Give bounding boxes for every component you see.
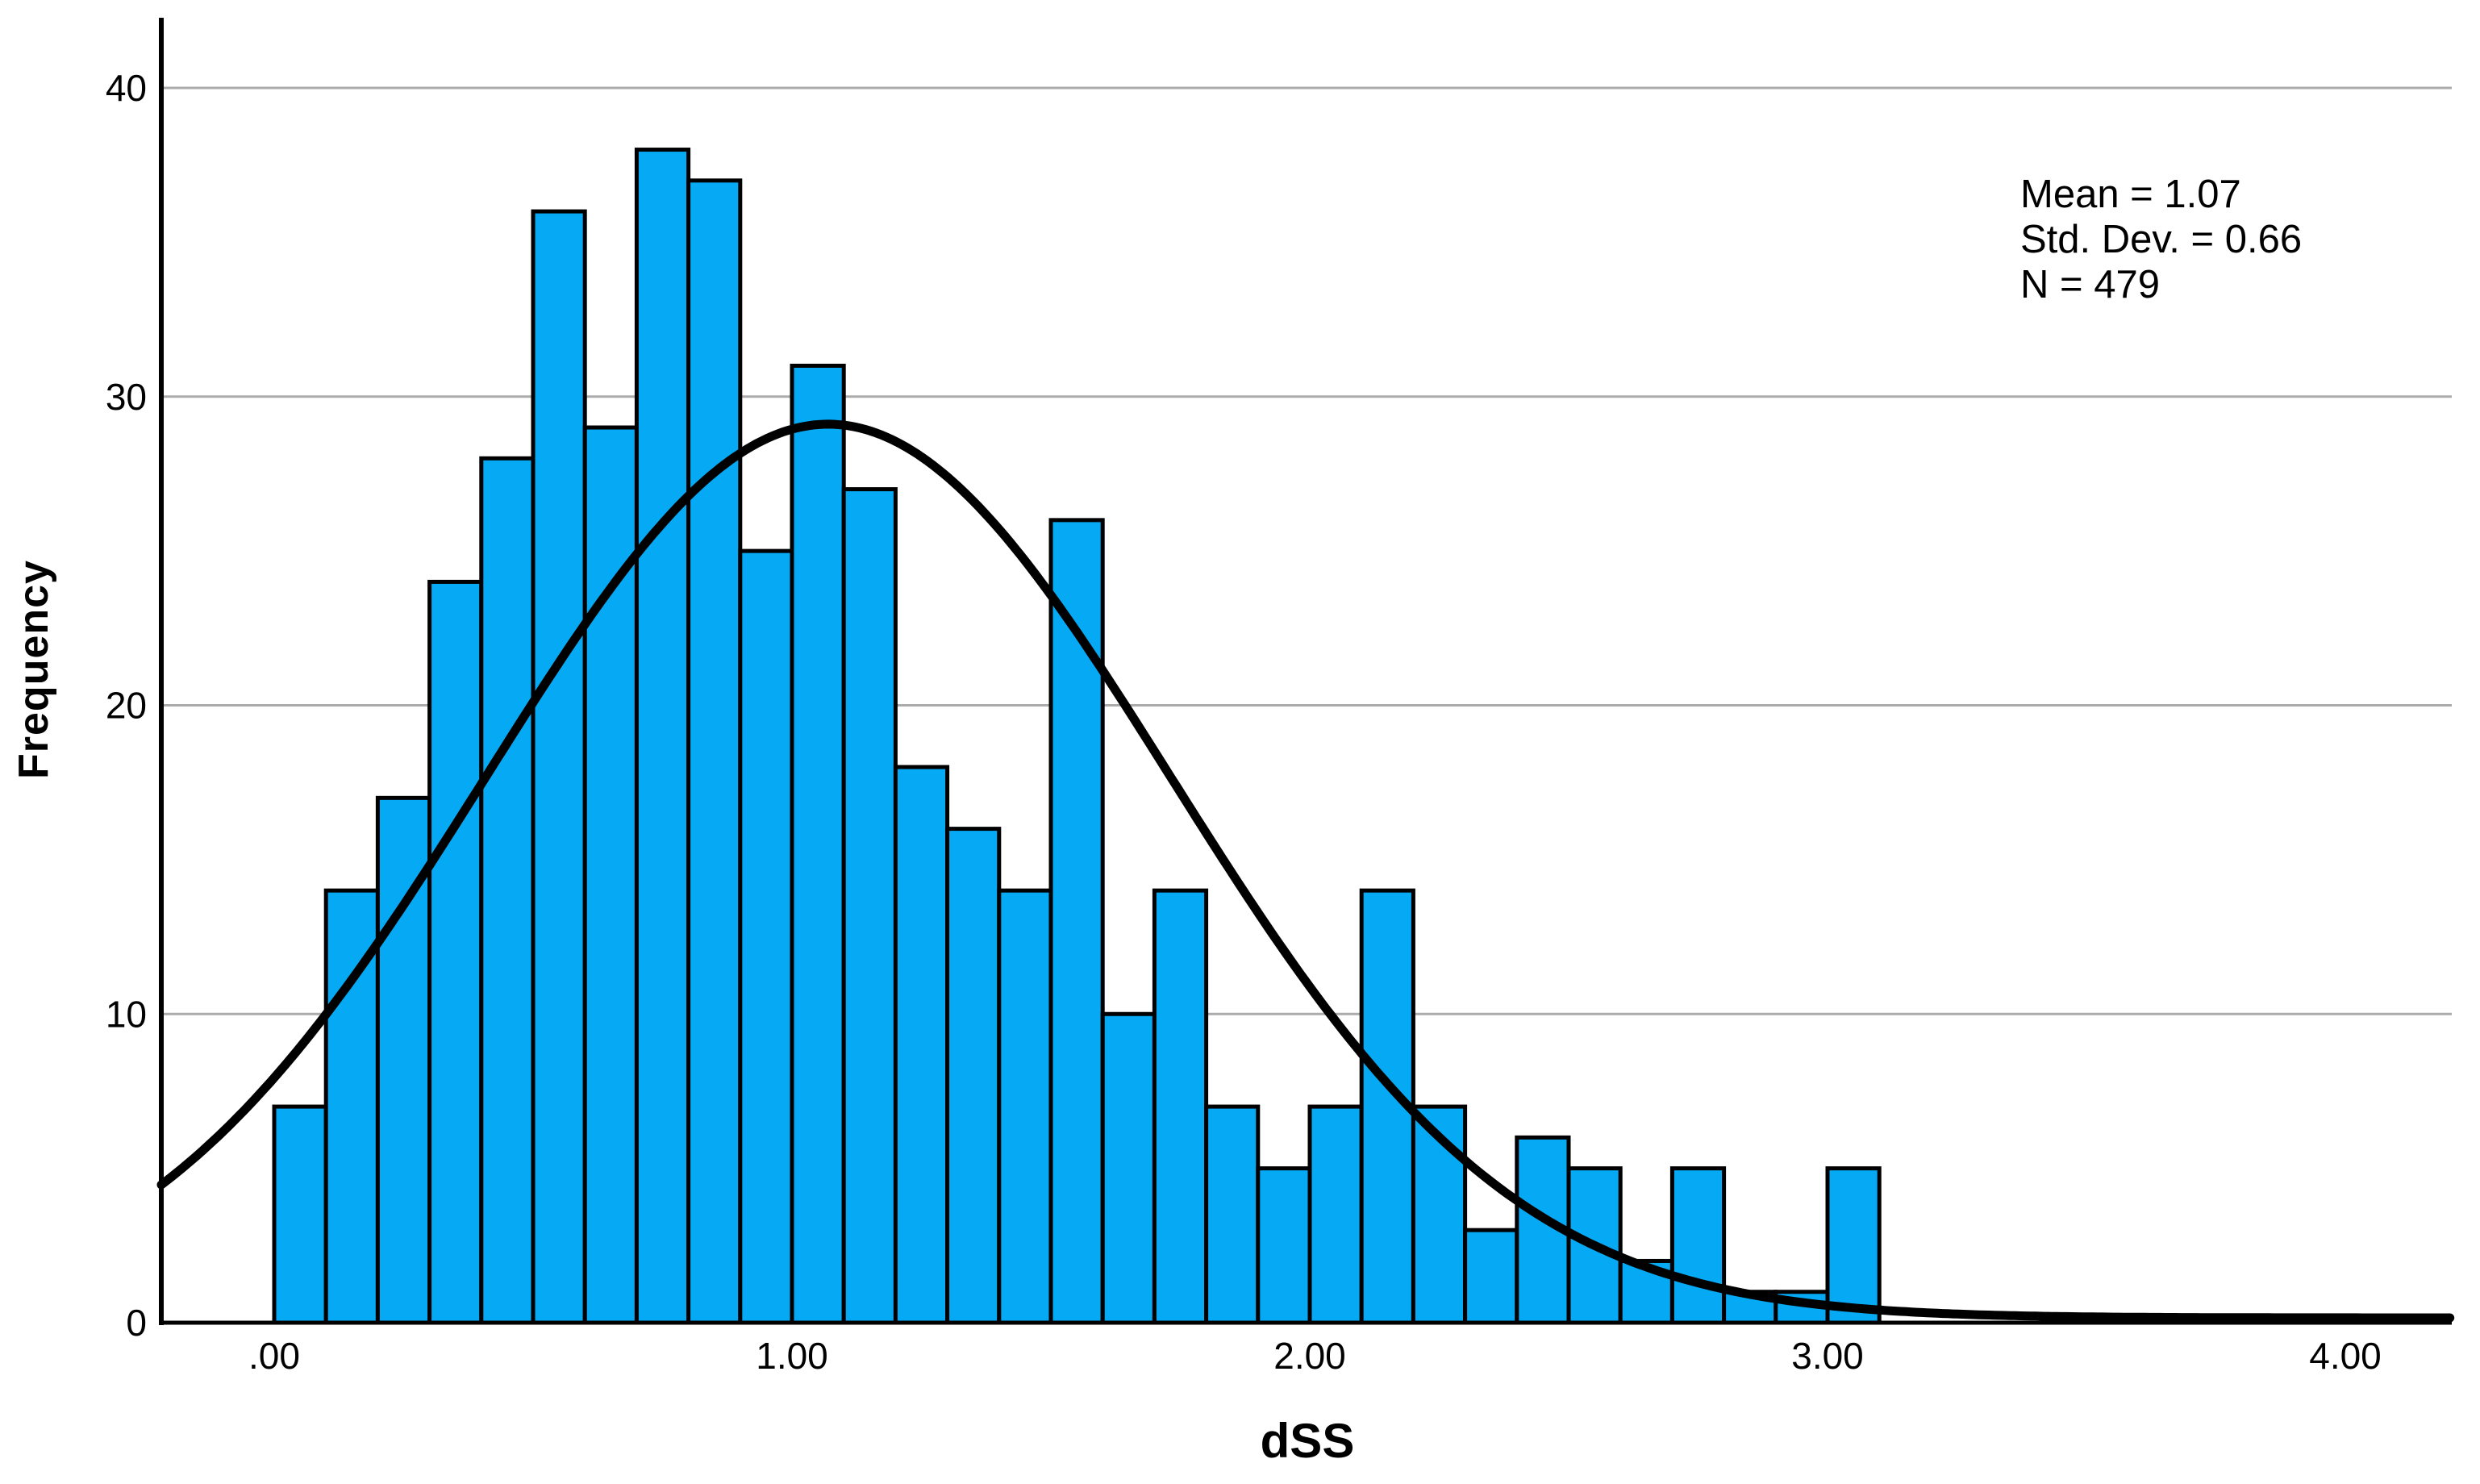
histogram-bar — [997, 888, 1053, 1325]
x-tick-label: 2.00 — [1273, 1335, 1346, 1377]
histogram-bar — [790, 363, 846, 1325]
histogram-bar — [1669, 1166, 1727, 1325]
histogram-bar — [479, 456, 536, 1325]
x-tick-label: 3.00 — [1791, 1335, 1864, 1377]
histogram-bar — [1100, 1011, 1157, 1325]
y-tick-label: 20 — [106, 685, 147, 727]
histogram-bar — [1152, 888, 1209, 1325]
histogram-bar — [1307, 1104, 1364, 1325]
stats-n: N = 479 — [2020, 263, 2160, 306]
y-tick-label: 30 — [106, 376, 147, 418]
histogram-bar — [686, 178, 743, 1325]
histogram-bar — [1048, 518, 1105, 1325]
x-tick-label: .00 — [248, 1335, 300, 1377]
y-tick-label: 40 — [106, 67, 147, 109]
x-axis-title: dSS — [1260, 1414, 1355, 1468]
histogram-bar — [945, 827, 1002, 1325]
histogram-bar — [738, 548, 794, 1325]
x-tick-label: 4.00 — [2309, 1335, 2382, 1377]
histogram-bar — [531, 209, 587, 1325]
histogram-bar — [427, 579, 484, 1325]
histogram-bar — [1463, 1228, 1519, 1325]
stats-std-dev: Std. Dev. = 0.66 — [2020, 218, 2303, 261]
histogram-bar — [272, 1104, 328, 1325]
x-tick-label: 1.00 — [756, 1335, 828, 1377]
y-tick-label: 10 — [106, 993, 147, 1035]
stats-mean: Mean = 1.07 — [2020, 173, 2241, 216]
stats-box: Mean = 1.07 Std. Dev. = 0.66 N = 479 — [2020, 172, 2302, 307]
histogram-bar — [634, 148, 691, 1325]
histogram-bar — [1256, 1166, 1312, 1325]
histogram-bar — [1825, 1166, 1882, 1325]
histogram-bar — [893, 765, 950, 1325]
y-tick-label: 0 — [126, 1302, 147, 1344]
histogram-bar — [841, 487, 898, 1325]
y-axis-title: Frequency — [10, 560, 57, 779]
histogram-bar — [1204, 1104, 1261, 1325]
normal-curve — [156, 419, 2455, 1323]
